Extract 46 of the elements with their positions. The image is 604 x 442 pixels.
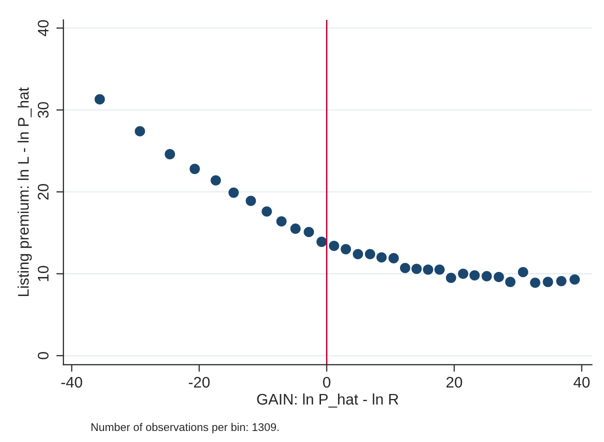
- point: [518, 266, 528, 278]
- x-tick-label: 40: [574, 376, 590, 388]
- point: [469, 270, 480, 281]
- point: [94, 94, 105, 104]
- point: [316, 236, 327, 247]
- x-axis-title: GAIN: ln P_hat - ln R: [257, 393, 398, 408]
- point: [364, 248, 376, 260]
- y-tick-label: 0: [38, 352, 49, 360]
- point: [228, 188, 239, 198]
- point: [340, 244, 351, 254]
- point: [482, 271, 492, 282]
- point: [446, 272, 456, 283]
- point: [304, 226, 314, 238]
- x-tick-label: 0: [323, 376, 330, 388]
- point: [246, 196, 256, 206]
- x-tick-label: -40: [61, 376, 82, 388]
- point: [376, 252, 387, 263]
- y-axis-title: Listing premium: ln L - ln P_hat: [18, 87, 32, 296]
- point: [422, 264, 434, 275]
- text: Number of observations per bin: 1309.: [92, 422, 279, 434]
- point: [190, 164, 200, 174]
- point: [134, 126, 146, 136]
- point: [210, 175, 221, 186]
- point: [556, 276, 566, 286]
- point: [388, 253, 399, 264]
- point: [505, 276, 516, 288]
- y-tick-label: 10: [38, 266, 49, 282]
- point: [570, 274, 580, 285]
- point: [494, 272, 504, 282]
- point: [411, 264, 422, 274]
- point: [328, 240, 340, 252]
- y-tick-label: 40: [38, 20, 49, 36]
- point: [164, 149, 176, 160]
- point: [458, 268, 468, 279]
- point: [352, 248, 364, 260]
- y-tick-label: 20: [38, 184, 49, 200]
- y-tick-label: 30: [38, 102, 49, 118]
- point: [542, 276, 554, 288]
- point: [290, 224, 301, 234]
- x-tick-label: -20: [188, 376, 210, 388]
- x-tick-label: 20: [446, 376, 462, 388]
- point: [262, 206, 272, 217]
- point: [530, 278, 540, 288]
- point: [400, 262, 410, 274]
- point: [434, 264, 445, 275]
- point: [276, 216, 287, 226]
